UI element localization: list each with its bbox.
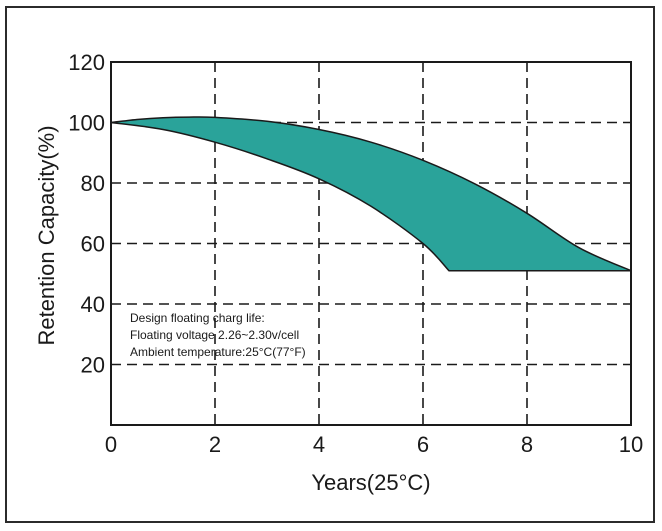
annotation-line-1: Design floating charg life: [130,311,265,325]
x-tick-label: 8 [521,432,533,457]
tick-labels: 0 2 4 6 8 10 20 40 60 80 100 120 [68,50,643,457]
plot-border [110,61,632,426]
y-tick-label: 20 [81,353,105,378]
y-tick-label: 100 [68,111,105,136]
annotation-line-2: Floating voltage 2.26~2.30v/cell [130,328,299,342]
x-tick-label: 0 [105,432,117,457]
x-tick-label: 4 [313,432,325,457]
y-tick-label: 120 [68,50,105,75]
x-axis-label: Years(25°C) [311,470,430,495]
x-tick-label: 2 [209,432,221,457]
x-tick-label: 10 [619,432,643,457]
y-tick-label: 60 [81,232,105,257]
x-tick-label: 6 [417,432,429,457]
y-tick-label: 40 [81,292,105,317]
retention-area [110,116,632,272]
y-axis-label: Retention Capacity(%) [34,125,59,345]
y-tick-label: 80 [81,171,105,196]
annotation-line-3: Ambient temperature:25°C(77°F) [130,345,306,359]
annotation-group: Design floating charg life: Floating vol… [130,311,306,359]
